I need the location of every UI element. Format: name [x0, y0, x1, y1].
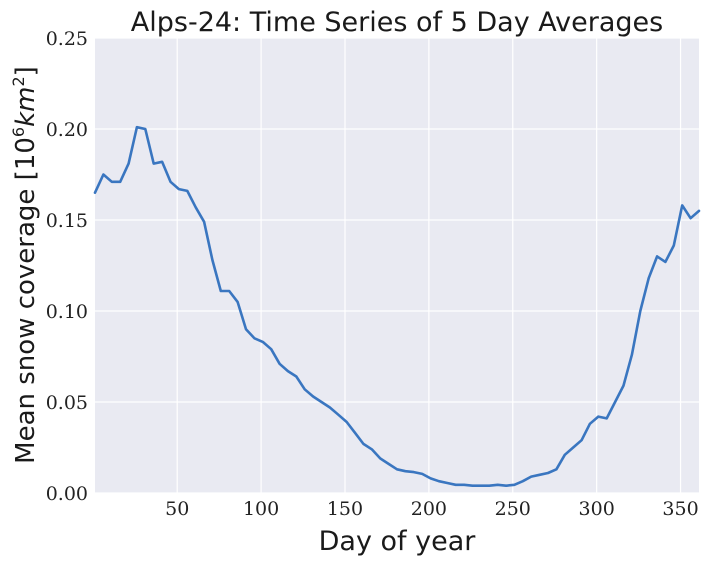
- y-tick-label: 0.15: [46, 210, 88, 232]
- plot-area: [95, 38, 699, 493]
- y-tick-labels: 0.00 0.05 0.10 0.15 0.20 0.25: [46, 28, 88, 505]
- x-tick-label: 350: [662, 498, 698, 520]
- x-tick-label: 150: [327, 498, 363, 520]
- y-axis-label-text: Mean snow coverage: [11, 180, 41, 464]
- y-axis-label-unit-mid: km: [11, 86, 41, 126]
- x-tick-label: 50: [165, 498, 189, 520]
- y-tick-label: 0.05: [46, 392, 88, 414]
- y-axis-label: Mean snow coverage [106km2]: [9, 66, 41, 464]
- y-axis-label-unit-open: [10: [11, 137, 41, 180]
- grid: [95, 37, 699, 494]
- snow-coverage-line: [93, 125, 701, 488]
- y-axis-label-unit-exp: 6: [9, 127, 28, 137]
- x-tick-label: 250: [495, 498, 531, 520]
- y-tick-label: 0.25: [46, 28, 88, 50]
- y-tick-label: 0.20: [46, 119, 88, 141]
- series-group: [93, 125, 701, 488]
- x-tick-label: 100: [243, 498, 279, 520]
- y-tick-label: 0.10: [46, 301, 88, 323]
- y-axis-label-unit-exp2: 2: [9, 76, 28, 86]
- x-tick-label: 300: [579, 498, 615, 520]
- y-axis-label-unit-close: ]: [11, 66, 41, 76]
- y-tick-label: 0.00: [46, 483, 88, 505]
- x-axis-label: Day of year: [319, 526, 477, 557]
- chart-title: Alps-24: Time Series of 5 Day Averages: [131, 7, 663, 38]
- x-tick-label: 200: [411, 498, 447, 520]
- x-tick-labels: 50 100 150 200 250 300 350: [165, 498, 699, 520]
